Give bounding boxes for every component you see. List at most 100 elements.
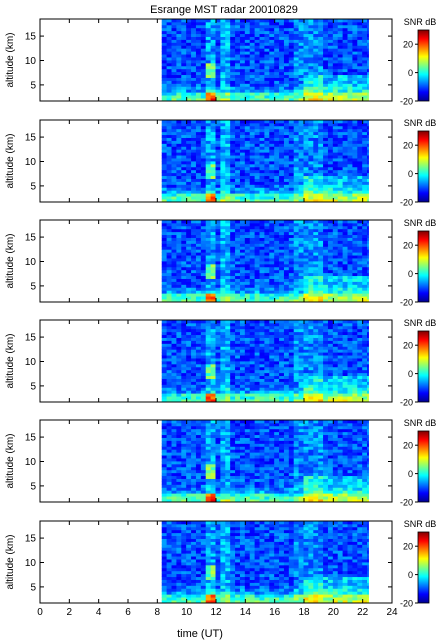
heatmap-cell bbox=[269, 199, 275, 203]
heatmap-cell bbox=[323, 334, 329, 338]
heatmap-cell bbox=[210, 178, 216, 182]
heatmap-cell bbox=[166, 42, 172, 46]
heatmap-cell bbox=[313, 92, 319, 96]
heatmap-cell bbox=[264, 372, 270, 377]
heatmap-cell bbox=[332, 184, 339, 188]
heatmap-cell bbox=[303, 143, 309, 147]
heatmap-cell bbox=[303, 42, 309, 46]
heatmap-cell bbox=[239, 193, 246, 197]
heatmap-cell bbox=[293, 222, 300, 227]
heatmap-cell bbox=[191, 252, 197, 256]
heatmap-cell bbox=[264, 393, 270, 397]
heatmap-cell bbox=[210, 369, 216, 374]
heatmap-cell bbox=[279, 184, 285, 188]
heatmap-cell bbox=[298, 334, 304, 338]
heatmap-cell bbox=[303, 137, 309, 141]
heatmap-cell bbox=[191, 193, 197, 197]
heatmap-cell bbox=[362, 243, 368, 247]
heatmap-cell bbox=[318, 243, 324, 247]
heatmap-cell bbox=[362, 60, 368, 64]
heatmap-cell bbox=[308, 98, 314, 102]
heatmap-cell bbox=[308, 299, 314, 303]
heatmap-cell bbox=[283, 278, 290, 282]
heatmap-cell bbox=[357, 334, 363, 338]
heatmap-cell bbox=[327, 325, 334, 330]
heatmap-cell bbox=[357, 261, 363, 265]
heatmap-cell bbox=[342, 372, 348, 377]
heatmap-cell bbox=[181, 222, 187, 227]
heatmap-cell bbox=[230, 172, 236, 177]
heatmap-cell bbox=[254, 48, 260, 52]
heatmap-cells bbox=[161, 120, 369, 203]
heatmap-cell bbox=[264, 175, 270, 179]
heatmap-cell bbox=[230, 199, 236, 203]
heatmap-cell bbox=[318, 281, 324, 285]
heatmap-cell bbox=[279, 269, 285, 274]
heatmap-cell bbox=[205, 19, 212, 23]
heatmap-cell bbox=[308, 149, 314, 153]
heatmap-cell bbox=[357, 296, 363, 300]
heatmap-cell bbox=[323, 21, 329, 26]
heatmap-cell bbox=[347, 361, 353, 365]
heatmap-cell bbox=[186, 231, 192, 236]
heatmap-cell bbox=[264, 225, 270, 230]
heatmap-cell bbox=[186, 252, 192, 256]
heatmap-cell bbox=[323, 169, 329, 174]
heatmap-cell bbox=[269, 193, 275, 197]
heatmap-cell bbox=[288, 322, 295, 327]
heatmap-cell bbox=[239, 299, 246, 303]
heatmap-cell bbox=[308, 166, 314, 171]
heatmap-cell bbox=[195, 122, 202, 127]
heatmap-cell bbox=[249, 27, 256, 32]
heatmap-cell bbox=[298, 131, 304, 136]
heatmap-cell bbox=[362, 346, 368, 350]
heatmap-cell bbox=[274, 178, 280, 182]
heatmap-cell bbox=[357, 24, 363, 29]
heatmap-cell bbox=[303, 287, 309, 291]
heatmap-cell bbox=[274, 220, 280, 224]
y-tick-label: 15 bbox=[25, 233, 37, 244]
heatmap-cell bbox=[352, 193, 358, 197]
heatmap-cell bbox=[337, 134, 344, 138]
heatmap-cell bbox=[254, 21, 260, 26]
heatmap-cell bbox=[171, 222, 177, 227]
heatmap-cell bbox=[279, 48, 285, 52]
heatmap-cell bbox=[161, 261, 168, 265]
heatmap-cell bbox=[259, 128, 265, 133]
heatmap-cell bbox=[327, 95, 334, 99]
heatmap-cell bbox=[191, 234, 197, 238]
heatmap-cell bbox=[342, 166, 348, 171]
heatmap-cell bbox=[264, 158, 270, 162]
heatmap-cell bbox=[323, 343, 329, 347]
heatmap-cell bbox=[274, 334, 280, 338]
heatmap-cell bbox=[200, 39, 207, 43]
heatmap-cell bbox=[323, 163, 329, 168]
heatmap-cell bbox=[220, 278, 226, 282]
heatmap-cell bbox=[254, 258, 260, 262]
heatmap-cell bbox=[293, 21, 300, 26]
heatmap-cell bbox=[298, 237, 304, 241]
heatmap-cell bbox=[176, 193, 182, 197]
heatmap-cell bbox=[308, 369, 314, 374]
heatmap-cell bbox=[161, 369, 168, 374]
heatmap-cell bbox=[332, 92, 339, 96]
heatmap-cell bbox=[279, 77, 285, 81]
heatmap-cell bbox=[274, 95, 280, 99]
heatmap-cell bbox=[191, 92, 197, 96]
heatmap-cell bbox=[200, 361, 207, 365]
heatmap-cell bbox=[220, 143, 226, 147]
heatmap-cell bbox=[337, 33, 344, 37]
heatmap-cell bbox=[332, 275, 339, 279]
heatmap-cell bbox=[264, 390, 270, 394]
heatmap-cell bbox=[235, 325, 241, 330]
heatmap-cell bbox=[327, 352, 334, 356]
heatmap-cell bbox=[362, 21, 368, 26]
heatmap-cell bbox=[274, 33, 280, 37]
heatmap-cell bbox=[342, 290, 348, 294]
heatmap-cell bbox=[327, 125, 334, 130]
heatmap-cell bbox=[191, 95, 197, 99]
heatmap-cell bbox=[200, 263, 207, 268]
heatmap-cell bbox=[274, 361, 280, 365]
heatmap-cell bbox=[323, 361, 329, 365]
heatmap-cell bbox=[161, 152, 168, 156]
